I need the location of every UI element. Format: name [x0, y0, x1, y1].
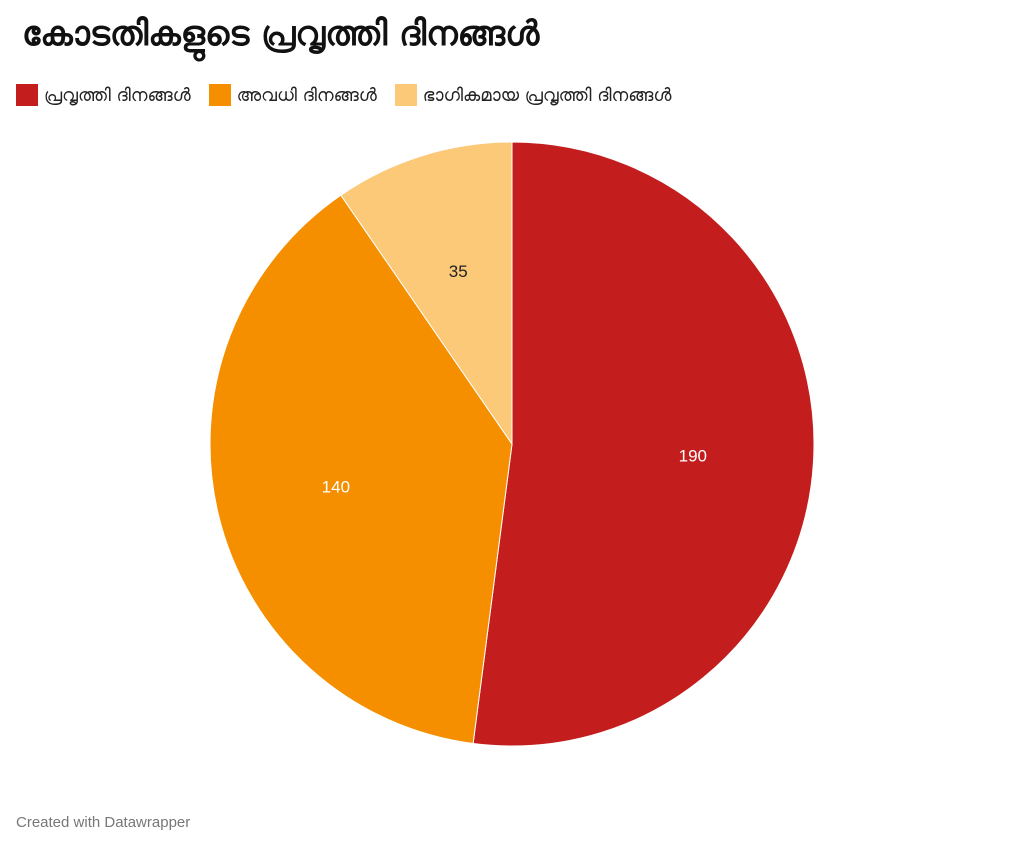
legend-item: അവധി ദിനങ്ങൾ — [208, 84, 377, 106]
pie-slice — [472, 141, 815, 747]
legend: പ്രവൃത്തി ദിനങ്ങൾ അവധി ദിനങ്ങൾ ഭാഗികമായ പ്… — [16, 84, 671, 106]
legend-label: അവധി ദിനങ്ങൾ — [236, 84, 377, 106]
legend-label: ഭാഗികമായ പ്രവൃത്തി ദിനങ്ങൾ — [422, 84, 672, 106]
slice-value-label: 140 — [322, 477, 350, 496]
legend-swatch — [394, 84, 417, 106]
slice-value-label: 35 — [449, 262, 468, 281]
legend-label: പ്രവൃത്തി ദിനങ്ങൾ — [44, 84, 191, 106]
pie-slice — [340, 141, 513, 446]
legend-swatch — [208, 84, 231, 106]
footer-credit: Created with Datawrapper — [16, 814, 191, 831]
chart-title: കോടതികളുടെ പ്രവൃത്തി ദിനങ്ങൾ — [22, 14, 540, 54]
slice-value-label: 190 — [679, 447, 707, 466]
legend-item: പ്രവൃത്തി ദിനങ്ങൾ — [16, 84, 191, 106]
legend-swatch — [16, 84, 38, 106]
pie-slice — [209, 194, 513, 745]
legend-item: ഭാഗികമായ പ്രവൃത്തി ദിനങ്ങൾ — [394, 84, 672, 106]
